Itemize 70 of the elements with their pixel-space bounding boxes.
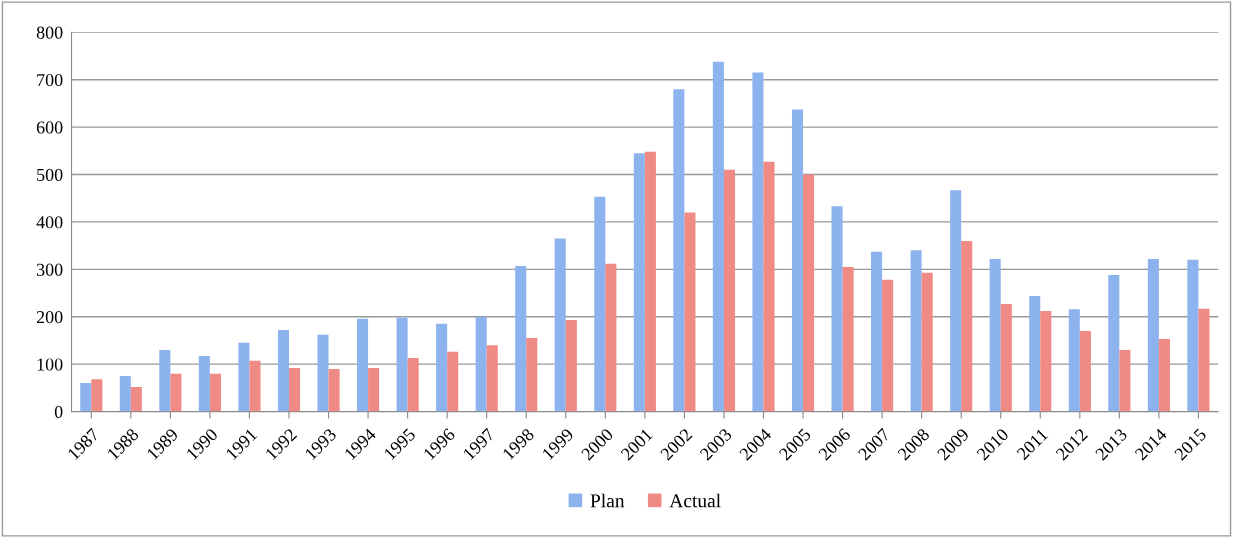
bar: [989, 258, 1001, 412]
bar: [80, 383, 92, 412]
y-tick-label: 0: [54, 405, 63, 419]
bar: [633, 153, 645, 412]
bar: [357, 318, 369, 412]
bar: [407, 358, 419, 412]
bar: [565, 320, 577, 412]
bar: [1158, 339, 1170, 412]
bar: [170, 373, 182, 412]
bar: [950, 190, 962, 412]
bar: [486, 345, 498, 412]
bar: [554, 238, 566, 412]
bar: [961, 240, 973, 412]
bar: [803, 174, 815, 412]
bar: [684, 212, 696, 412]
bar: [1147, 258, 1159, 412]
y-tick-label: 400: [36, 216, 63, 229]
bar: [831, 206, 843, 412]
bar: [159, 349, 171, 412]
bar: [515, 266, 527, 412]
x-tick-label: 2011: [1016, 427, 1049, 461]
y-tick-label: 500: [37, 168, 63, 181]
bar: [921, 272, 933, 412]
bar: [882, 279, 894, 412]
y-tick-label: 800: [36, 26, 63, 39]
bar: [673, 89, 685, 412]
legend-label: Plan: [590, 493, 625, 508]
y-tick-label: 700: [37, 73, 63, 87]
bar: [1079, 330, 1091, 412]
bar: [209, 373, 221, 412]
bar: [1040, 311, 1052, 412]
bar: [871, 251, 883, 412]
bar: [1119, 349, 1131, 412]
bar: [712, 61, 724, 412]
bar: [1108, 275, 1120, 412]
legend-label: Actual: [669, 493, 721, 508]
bar: [277, 330, 289, 412]
bar: [1029, 295, 1041, 412]
bar: [130, 386, 142, 412]
bar: [1000, 303, 1012, 412]
bar: [475, 316, 487, 412]
bar: [842, 266, 854, 412]
bar: [436, 323, 448, 412]
bar: [526, 338, 538, 412]
bar: [238, 342, 250, 412]
bar: [644, 151, 656, 412]
bar: [594, 196, 606, 412]
bar: [1198, 308, 1210, 412]
bar: [396, 317, 408, 412]
bar: [288, 367, 301, 412]
bar: [91, 379, 103, 412]
bar: [198, 356, 210, 412]
bar: [317, 334, 329, 412]
y-tick-label: 600: [36, 121, 63, 134]
bar: [605, 263, 617, 412]
bar: [249, 360, 261, 412]
y-tick-label: 300: [36, 263, 63, 276]
x-tick-label: 1991: [225, 428, 258, 461]
bar: [763, 161, 775, 412]
bar: [447, 351, 459, 412]
bar: [791, 109, 804, 412]
bar: [119, 376, 131, 412]
bar: [1068, 309, 1080, 412]
bar: [910, 250, 922, 412]
y-tick-label: 200: [36, 311, 63, 324]
bar: [328, 368, 340, 412]
bar: [368, 367, 380, 412]
bar: [752, 72, 764, 412]
bar: [723, 169, 736, 412]
y-tick-label: 100: [37, 358, 63, 371]
